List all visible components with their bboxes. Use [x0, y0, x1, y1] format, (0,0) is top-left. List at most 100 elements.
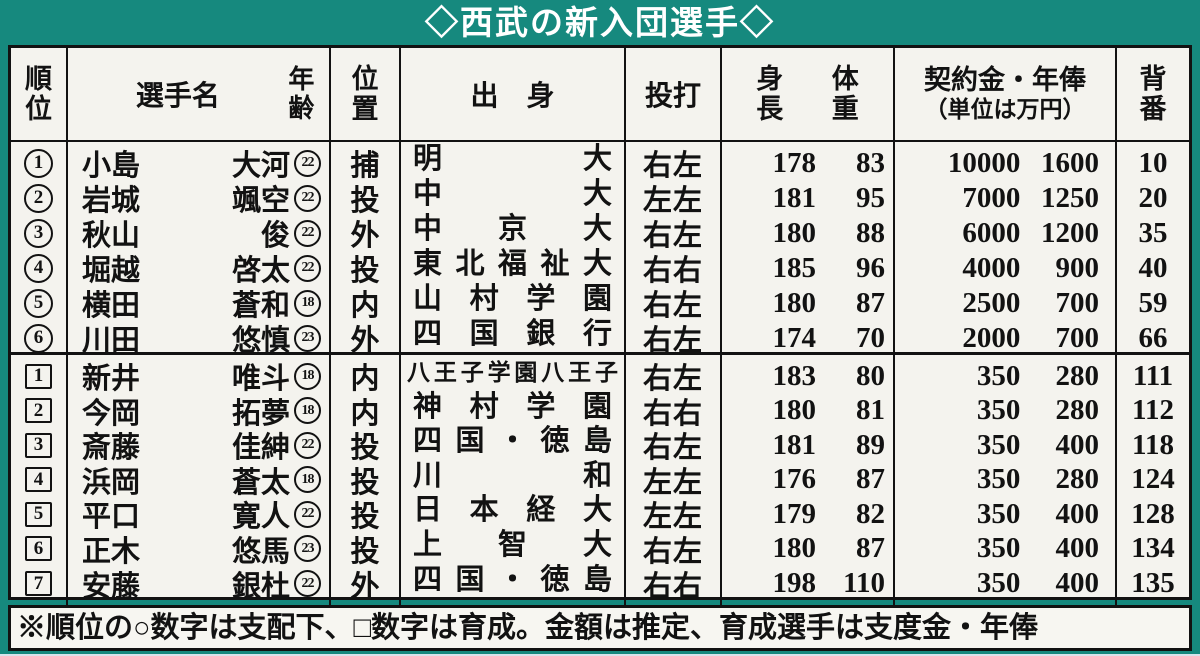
contract-value: 350 — [976, 359, 1021, 392]
height-value: 181 — [772, 428, 817, 461]
player-age: 18 — [301, 402, 315, 418]
name-cell: 秋山 俊 22 — [68, 212, 331, 254]
money-cell: 350 280 — [895, 389, 1117, 432]
name-cell: 安藤 銀杜 22 — [68, 562, 331, 605]
name-cell: 正木 悠馬 23 — [68, 527, 331, 570]
player-given-name: 悠馬 — [231, 535, 290, 568]
height-value: 179 — [772, 497, 817, 530]
contract-value: 350 — [976, 497, 1021, 530]
name-cell: 堀越 啓太 22 — [68, 247, 331, 289]
player-age-badge: 18 — [294, 362, 321, 390]
throw-bat-value: 右右 — [642, 397, 703, 430]
salary-value: 1200 — [1041, 216, 1099, 249]
title-bar: ◇西武の新入団選手◇ — [0, 0, 1200, 45]
contract-value: 350 — [976, 394, 1021, 427]
rank-badge: 5 — [25, 501, 52, 527]
throw-bat-cell: 右左 — [626, 142, 722, 184]
rank-badge: 1 — [25, 363, 52, 389]
position-cell: 投 — [331, 424, 401, 467]
salary-value: 280 — [1055, 359, 1100, 392]
rank-badge: 4 — [24, 253, 53, 283]
height-value: 176 — [772, 463, 817, 496]
col-header-money: 契約金・年俸 （単位は万円） — [895, 48, 1117, 140]
rank-number: 1 — [33, 365, 44, 386]
height-weight-cell: 174 70 — [722, 317, 895, 359]
player-age-badge: 22 — [294, 254, 321, 282]
height-weight-cell: 179 82 — [722, 493, 895, 536]
uniform-number-value: 124 — [1131, 463, 1175, 496]
position-cell: 投 — [331, 177, 401, 219]
position-value: 内 — [350, 363, 380, 395]
height-weight-cell: 180 87 — [722, 527, 895, 570]
rank-cell: 1 — [11, 142, 68, 184]
height-weight-cell: 176 87 — [722, 458, 895, 501]
weight-value: 81 — [856, 394, 885, 427]
col-header-height-label: 身長 — [756, 63, 784, 124]
position-cell: 外 — [331, 212, 401, 254]
table-row: 1 小島 大河 22 捕 明大 右左 178 83 10000 1600 10 — [11, 142, 1189, 184]
player-age: 22 — [301, 575, 315, 591]
player-age-badge: 18 — [294, 466, 321, 494]
player-age: 23 — [301, 540, 315, 556]
origin-cell: 中京大 — [401, 212, 626, 254]
salary-value: 400 — [1055, 532, 1100, 565]
origin-cell: 川和 — [401, 458, 626, 501]
table-row: 3 斎藤 佳紳 22 投 四国・徳島 右左 181 89 350 400 118 — [11, 424, 1189, 467]
money-cell: 350 280 — [895, 355, 1117, 397]
col-header-position-label: 位置 — [351, 63, 379, 124]
money-cell: 350 400 — [895, 562, 1117, 605]
position-cell: 投 — [331, 458, 401, 501]
player-surname: 秋山 — [82, 220, 141, 252]
page-title: ◇西武の新入団選手◇ — [425, 4, 775, 41]
position-value: 外 — [350, 325, 380, 357]
origin-cell: 明大 — [401, 142, 626, 184]
uniform-number-cell: 112 — [1117, 390, 1189, 432]
weight-value: 96 — [856, 251, 885, 284]
col-header-weight-label: 体重 — [831, 63, 859, 124]
weight-value: 70 — [856, 321, 885, 354]
uniform-number-cell: 124 — [1117, 459, 1189, 501]
col-header-money-line1: 契約金・年俸 — [924, 65, 1086, 96]
player-age-badge: 23 — [294, 535, 321, 563]
rank-cell: 2 — [11, 389, 68, 432]
origin-cell: 神村学園 — [401, 389, 626, 432]
rank-cell: 6 — [11, 527, 68, 570]
player-age: 22 — [301, 225, 315, 240]
player-given-name: 拓夢 — [231, 397, 290, 430]
position-cell: 捕 — [331, 142, 401, 184]
position-value: 外 — [350, 220, 380, 252]
col-header-origin-label: 出 身 — [470, 80, 555, 111]
origin-cell: 四国銀行 — [401, 317, 626, 359]
throw-bat-value: 右左 — [642, 363, 703, 395]
player-age: 18 — [301, 295, 315, 310]
col-header-origin: 出 身 — [401, 48, 626, 140]
contract-value: 350 — [976, 463, 1021, 496]
height-weight-cell: 183 80 — [722, 355, 895, 397]
player-given-name: 唯斗 — [231, 363, 290, 395]
throw-bat-value: 右右 — [642, 255, 703, 287]
position-value: 投 — [350, 501, 380, 534]
throw-bat-value: 左左 — [642, 466, 703, 499]
name-cell: 浜岡 蒼太 18 — [68, 458, 331, 501]
money-cell: 2000 700 — [895, 317, 1117, 359]
uniform-number-cell: 128 — [1117, 493, 1189, 535]
uniform-number-value: 66 — [1138, 321, 1168, 354]
player-surname: 川田 — [82, 325, 141, 357]
position-value: 内 — [350, 397, 380, 430]
height-value: 181 — [772, 181, 817, 214]
contract-value: 2000 — [962, 321, 1021, 354]
player-given-name: 大河 — [231, 150, 290, 182]
player-age: 18 — [301, 368, 315, 383]
position-value: 投 — [350, 535, 380, 568]
header-row: 順位 選手名 年齢 位置 出 身 投打 身長 体重 契約金・年俸 （単位は万円） — [11, 48, 1189, 142]
uniform-number-value: 118 — [1132, 428, 1174, 461]
height-value: 174 — [772, 321, 817, 354]
col-header-position: 位置 — [331, 48, 401, 140]
player-surname: 小島 — [82, 150, 141, 182]
table-row: 3 秋山 俊 22 外 中京大 右左 180 88 6000 1200 35 — [11, 212, 1189, 254]
uniform-number-cell: 118 — [1117, 424, 1189, 466]
height-value: 183 — [772, 359, 817, 392]
rank-badge: 1 — [24, 148, 53, 178]
col-header-throw-bat: 投打 — [626, 48, 722, 140]
